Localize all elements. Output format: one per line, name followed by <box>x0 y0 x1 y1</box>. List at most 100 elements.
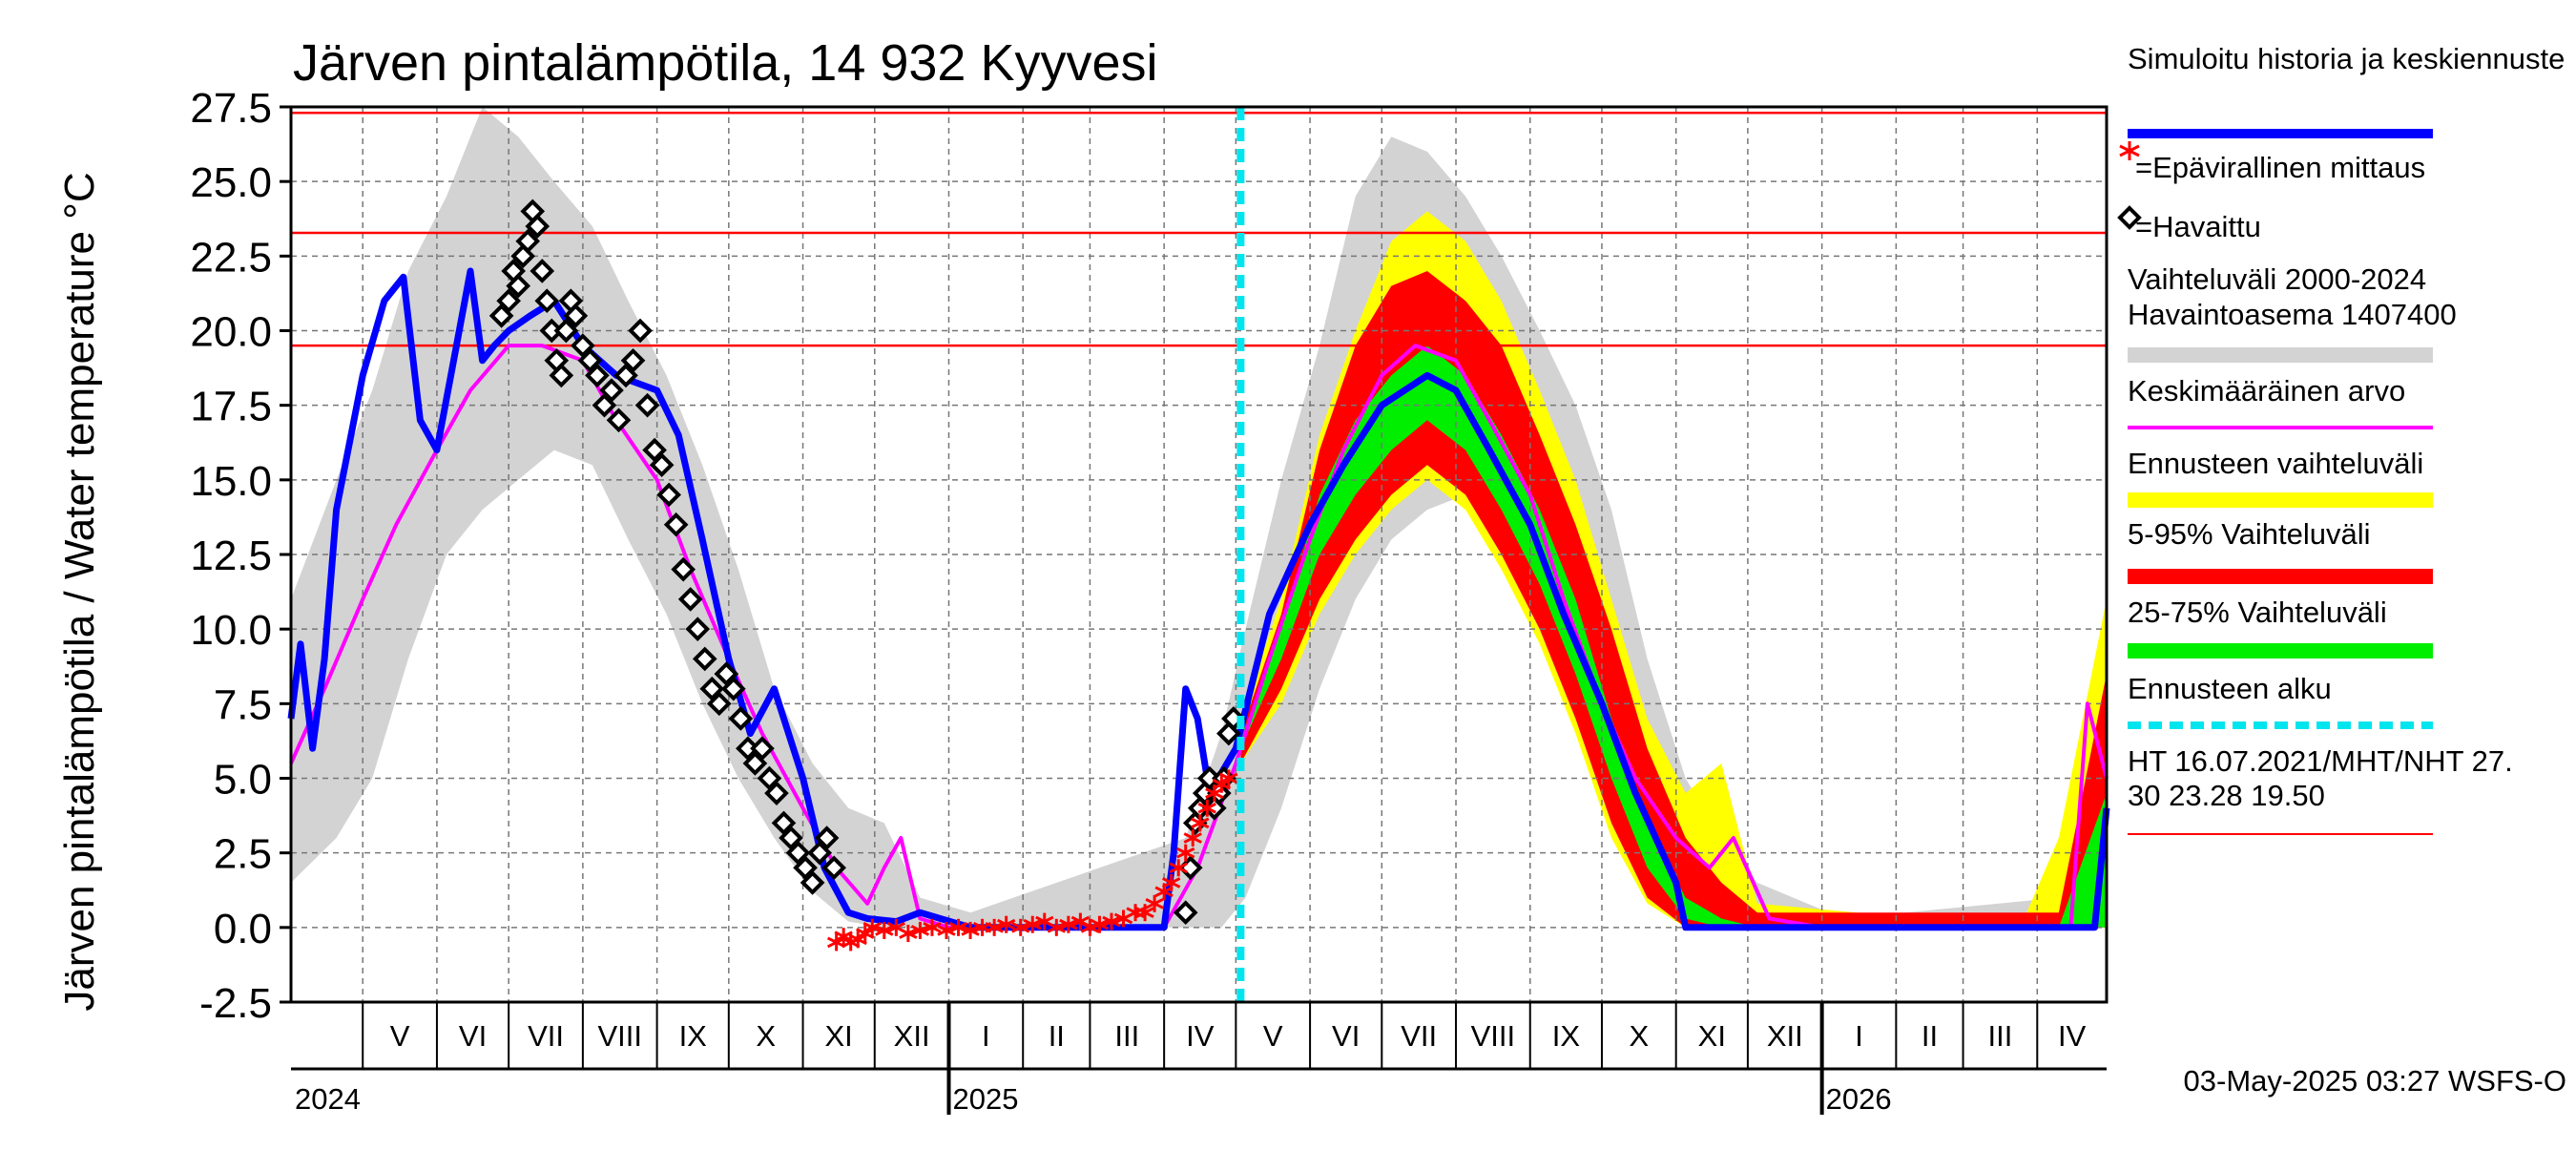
star-stroke <box>875 925 894 936</box>
observed-point <box>814 826 840 850</box>
observed-point <box>699 676 725 701</box>
unofficial-measurement-point <box>875 921 894 939</box>
unofficial-measurement-point <box>910 921 930 939</box>
star-stroke <box>1169 862 1188 874</box>
star-stroke <box>834 930 853 943</box>
unofficial-measurement-point <box>996 915 1016 933</box>
month-label: IX <box>679 1019 708 1053</box>
unofficial-measurement-point <box>1011 918 1030 936</box>
star-stroke <box>996 918 1016 930</box>
star-stroke <box>1176 847 1195 859</box>
unofficial-measurement-point <box>848 930 867 949</box>
star-stroke <box>961 925 980 936</box>
unofficial-measurement-point <box>862 918 882 936</box>
unofficial-measurement-point <box>1102 912 1121 930</box>
observed-point <box>628 318 653 344</box>
legend-item-keskim-r-inen-arvo: Keskimääräinen arvo <box>2128 374 2433 429</box>
observed-point <box>592 392 617 418</box>
legend-item-ht-16-07-2021-mht-nht-27: HT 16.07.2021/MHT/NHT 27.30 23.28 19.50 <box>2128 744 2513 835</box>
month-label: VI <box>1332 1019 1360 1053</box>
observed-point <box>742 751 768 776</box>
month-label: VI <box>459 1019 487 1053</box>
observed-point <box>706 691 732 717</box>
legend-item-ennusteen-vaihteluv-li: Ennusteen vaihteluväli <box>2128 447 2433 508</box>
y-tick-label: 27.5 <box>190 85 272 132</box>
legend-swatch <box>2128 643 2433 659</box>
legend-swatch <box>2128 569 2433 584</box>
month-label: XI <box>1698 1019 1726 1053</box>
y-tick-label: 12.5 <box>190 533 272 579</box>
unofficial-measurement-point <box>1023 915 1042 933</box>
star-stroke <box>1154 886 1174 898</box>
y-tick-label: 5.0 <box>214 757 272 804</box>
observed-point <box>613 363 638 388</box>
y-tick-label: 22.5 <box>190 234 272 281</box>
observed-point <box>671 556 696 582</box>
observed-point <box>606 408 632 433</box>
star-stroke <box>856 928 875 939</box>
y-tick-label: 15.0 <box>190 458 272 505</box>
observed-point <box>821 855 846 881</box>
month-label: II <box>1922 1019 1938 1053</box>
unofficial-measurement-point <box>985 918 1004 936</box>
y-tick-label: 2.5 <box>214 831 272 878</box>
legend-item-ennusteen-alku: Ennusteen alku <box>2128 672 2433 729</box>
legend-label: =Havaittu <box>2135 210 2261 243</box>
observed-point <box>785 840 811 866</box>
month-label: III <box>1988 1019 2013 1053</box>
unofficial-measurement-point <box>1161 873 1181 891</box>
legend-label: Ennusteen vaihteluväli <box>2128 447 2423 480</box>
month-label: X <box>756 1019 776 1053</box>
year-label: 2025 <box>952 1082 1018 1116</box>
month-label: IV <box>1186 1019 1215 1053</box>
legend-label: HT 16.07.2021/MHT/NHT 27. <box>2128 744 2513 778</box>
legend-label: Keskimääräinen arvo <box>2128 374 2405 408</box>
observed-point <box>721 676 746 701</box>
observed-point <box>506 273 531 299</box>
legend-item-simuloitu-historia-ja-keskiennuste: Simuloitu historia ja keskiennuste <box>2128 42 2565 138</box>
legend-label: Ennusteen alku <box>2128 672 2332 705</box>
star-stroke <box>1183 832 1202 844</box>
unofficial-measurement-point <box>1090 915 1110 933</box>
observed-point <box>779 826 803 850</box>
observed-point <box>585 363 610 388</box>
observed-point <box>549 363 574 388</box>
y-tick-label: 20.0 <box>190 309 272 356</box>
unofficial-measurement-point <box>948 918 968 936</box>
legend-label: Havaintoasema 1407400 <box>2128 298 2457 331</box>
legend-star-stroke <box>2119 144 2140 157</box>
month-label: VII <box>528 1019 564 1053</box>
legend: Simuloitu historia ja keskiennuste =Epävi… <box>2117 42 2565 835</box>
unofficial-measurement-point <box>1219 769 1238 787</box>
unofficial-measurement-point <box>1145 894 1164 912</box>
unofficial-measurement-point <box>923 918 942 936</box>
star-stroke <box>1070 915 1091 928</box>
unofficial-measurement-point <box>1212 775 1231 793</box>
observed-point <box>634 392 660 418</box>
observed-point <box>620 347 646 373</box>
observed-point <box>663 512 689 537</box>
star-stroke <box>1145 897 1164 910</box>
legend-swatch <box>2128 347 2433 363</box>
star-stroke <box>862 921 882 933</box>
observed-point <box>771 810 797 836</box>
star-stroke <box>1059 918 1078 930</box>
observed-point <box>800 870 825 895</box>
legend-item-vaihteluv-li-2000-2024: Vaihteluväli 2000-2024 Havaintoasema 140… <box>2128 262 2457 363</box>
observed-point <box>750 736 775 762</box>
observed-point <box>577 347 603 373</box>
footer-timestamp: 03-May-2025 03:27 WSFS-O <box>2184 1064 2566 1098</box>
y-axis-title: Järven pintalämpötila / Water temperatur… <box>56 172 103 1011</box>
star-stroke <box>1212 778 1231 790</box>
star-stroke <box>948 921 968 933</box>
star-stroke <box>1219 772 1238 784</box>
observed-point <box>649 452 675 478</box>
month-label: III <box>1114 1019 1139 1053</box>
unofficial-measurement-point <box>1059 915 1078 933</box>
unofficial-measurement-point <box>961 921 980 939</box>
legend-item-25-75-vaihteluv-li: 25-75% Vaihteluväli <box>2128 596 2433 659</box>
month-label: X <box>1629 1019 1649 1053</box>
month-label: IX <box>1552 1019 1581 1053</box>
observed-point <box>793 855 818 881</box>
